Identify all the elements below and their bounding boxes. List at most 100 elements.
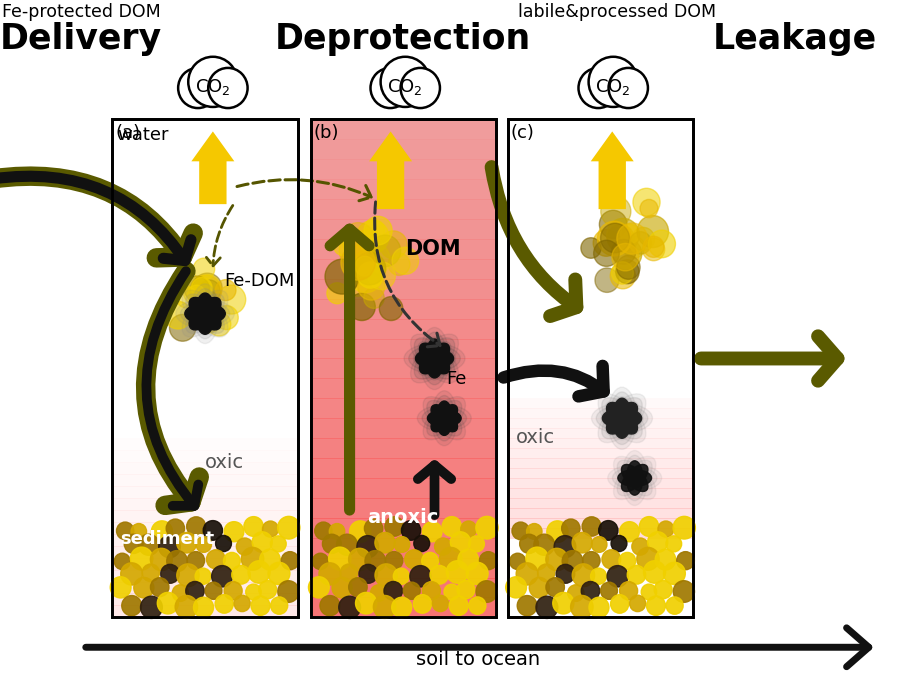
Ellipse shape [613, 456, 656, 499]
Circle shape [461, 521, 476, 537]
Circle shape [354, 252, 386, 285]
Ellipse shape [414, 338, 455, 379]
Circle shape [175, 286, 197, 308]
Circle shape [648, 532, 668, 553]
FancyBboxPatch shape [311, 119, 496, 617]
Ellipse shape [185, 304, 225, 324]
Ellipse shape [622, 450, 648, 506]
Circle shape [207, 312, 231, 336]
Circle shape [176, 564, 199, 586]
Circle shape [401, 520, 420, 541]
Ellipse shape [601, 398, 643, 439]
FancyBboxPatch shape [112, 546, 298, 559]
FancyArrowPatch shape [146, 271, 198, 506]
Circle shape [166, 519, 185, 538]
Ellipse shape [431, 391, 457, 446]
Circle shape [365, 551, 386, 572]
Circle shape [510, 553, 526, 570]
FancyBboxPatch shape [508, 508, 694, 519]
Circle shape [517, 596, 537, 616]
Circle shape [141, 596, 163, 619]
Circle shape [413, 594, 431, 613]
Circle shape [241, 547, 264, 570]
Circle shape [354, 252, 379, 278]
Ellipse shape [600, 408, 643, 429]
Ellipse shape [420, 343, 450, 374]
Circle shape [197, 305, 214, 323]
Ellipse shape [182, 290, 228, 337]
Ellipse shape [608, 464, 662, 491]
Text: DOM: DOM [405, 239, 461, 259]
Circle shape [138, 534, 159, 555]
Circle shape [384, 582, 402, 601]
Circle shape [444, 584, 460, 600]
Circle shape [450, 596, 468, 615]
Circle shape [554, 536, 576, 557]
Circle shape [325, 259, 359, 294]
Circle shape [673, 516, 696, 539]
Circle shape [248, 561, 271, 583]
Circle shape [218, 285, 246, 314]
Circle shape [594, 240, 620, 266]
Circle shape [379, 297, 403, 321]
Circle shape [658, 521, 674, 537]
FancyBboxPatch shape [311, 438, 496, 459]
Ellipse shape [612, 398, 632, 438]
Text: soil to ocean: soil to ocean [417, 650, 540, 669]
Ellipse shape [413, 348, 455, 369]
Circle shape [512, 522, 529, 540]
Circle shape [207, 550, 225, 569]
Circle shape [341, 245, 376, 280]
Circle shape [224, 553, 240, 570]
Circle shape [599, 520, 618, 541]
Ellipse shape [613, 456, 656, 499]
Circle shape [359, 564, 377, 583]
Circle shape [546, 578, 565, 596]
FancyBboxPatch shape [311, 319, 496, 340]
FancyBboxPatch shape [508, 528, 694, 539]
Circle shape [611, 594, 629, 613]
FancyBboxPatch shape [311, 179, 496, 200]
Circle shape [142, 564, 159, 582]
Ellipse shape [618, 470, 652, 487]
Circle shape [188, 57, 238, 107]
Circle shape [537, 564, 555, 582]
Circle shape [357, 229, 378, 251]
FancyArrowPatch shape [237, 179, 371, 201]
Ellipse shape [433, 396, 455, 441]
Circle shape [234, 595, 250, 611]
FancyBboxPatch shape [311, 419, 496, 439]
FancyBboxPatch shape [112, 498, 298, 511]
Circle shape [314, 522, 332, 540]
FancyArrowPatch shape [492, 167, 577, 316]
Circle shape [568, 585, 584, 601]
Circle shape [340, 564, 357, 582]
FancyBboxPatch shape [508, 448, 694, 459]
FancyBboxPatch shape [311, 359, 496, 379]
Circle shape [357, 262, 383, 288]
Ellipse shape [191, 284, 219, 344]
Circle shape [268, 562, 290, 584]
Circle shape [392, 247, 419, 274]
Circle shape [121, 563, 143, 585]
Text: Fe-protected DOM: Fe-protected DOM [2, 3, 161, 21]
Circle shape [632, 227, 654, 251]
Ellipse shape [598, 394, 646, 443]
Circle shape [357, 272, 385, 300]
Circle shape [643, 561, 665, 583]
Circle shape [536, 596, 558, 619]
Circle shape [212, 565, 232, 587]
Ellipse shape [188, 297, 221, 330]
Circle shape [320, 596, 340, 616]
Circle shape [185, 276, 209, 302]
Ellipse shape [427, 400, 462, 436]
Circle shape [637, 216, 668, 247]
Circle shape [195, 296, 218, 320]
Ellipse shape [410, 334, 459, 383]
Circle shape [388, 253, 410, 276]
Circle shape [414, 535, 430, 551]
Circle shape [380, 57, 430, 107]
Circle shape [600, 223, 630, 253]
Circle shape [356, 256, 375, 276]
Circle shape [169, 314, 196, 341]
